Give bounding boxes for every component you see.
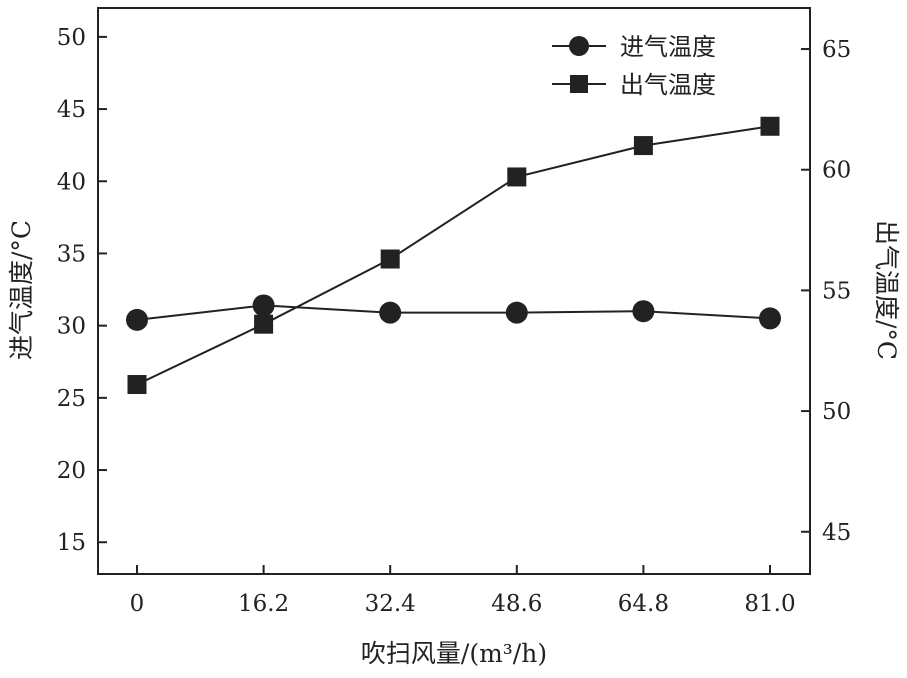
y-right-tick-label: 45 [822,520,851,546]
series-inlet-point [252,294,275,317]
y-left-tick-label: 15 [57,530,86,556]
x-axis-title: 吹扫风量/(m³/h) [361,639,547,668]
x-axis: 0 16.2 32.4 48.6 64.8 81.0 [130,565,796,617]
x-tick-label: 0 [130,591,145,617]
legend-inlet-label: 进气温度 [620,33,716,61]
y-right-tick-label: 50 [822,399,851,425]
y-left-tick-label: 40 [57,169,86,195]
x-tick-label: 48.6 [491,591,542,617]
series-outlet-line [136,125,771,386]
series-inlet-point [505,301,528,324]
legend: 进气温度 出气温度 [552,33,716,99]
y-axis-right-title: 出气温度/°C [872,220,901,360]
y-right-tick-label: 65 [822,37,851,63]
y-right-tick-label: 55 [822,278,851,304]
y-right-tick-label: 60 [822,158,851,184]
series-inlet-line [136,304,771,321]
y-left-tick-label: 25 [57,386,86,412]
y-left-tick-label: 20 [57,458,86,484]
series-inlet-point [632,300,655,323]
series-layer [126,116,781,395]
series-inlet-point [379,301,402,324]
legend-outlet-label: 出气温度 [620,71,716,99]
x-tick-label: 64.8 [618,591,669,617]
legend-item-outlet: 出气温度 [552,71,716,99]
x-tick-label: 81.0 [744,591,795,617]
series-outlet-point [254,314,274,334]
x-tick-label: 32.4 [365,591,416,617]
legend-outlet-marker [570,75,588,93]
series-outlet-point [760,116,780,136]
series-outlet-point [633,136,653,156]
y-left-tick-label: 30 [57,314,86,340]
y-left-tick-label: 35 [57,241,86,267]
y-axis-left: 15 20 25 30 35 40 45 50 [57,25,107,556]
series-outlet-point [127,375,147,395]
y-left-tick-label: 45 [57,97,86,123]
x-tick-label: 16.2 [238,591,289,617]
series-inlet-point [126,308,148,331]
series-outlet-point [380,249,400,269]
legend-item-inlet: 进气温度 [552,33,716,61]
y-axis-right: 45 50 55 60 65 [801,37,851,546]
series-inlet-point [759,307,781,330]
y-axis-left-title: 进气温度/°C [7,220,36,360]
legend-inlet-marker [569,36,589,56]
series-outlet-point [507,167,527,187]
y-left-tick-label: 50 [57,25,86,51]
